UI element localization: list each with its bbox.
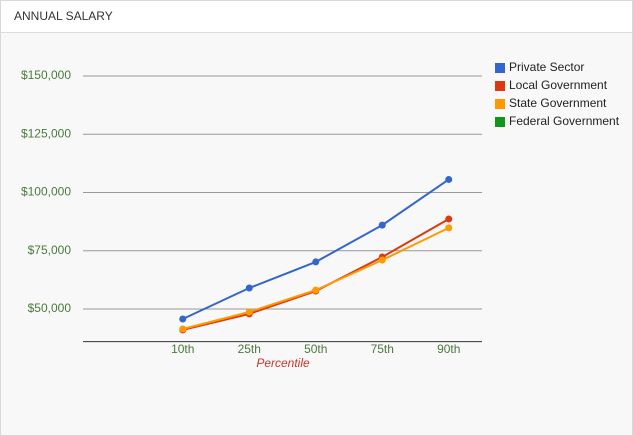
data-point: [312, 286, 320, 294]
data-point: [245, 308, 253, 316]
x-tick-label: 75th: [371, 342, 394, 356]
legend-label: State Government: [509, 96, 607, 110]
y-tick-label: $50,000: [28, 301, 72, 315]
data-point: [245, 284, 253, 292]
series-line: [182, 218, 450, 331]
panel-header: ANNUAL SALARY: [1, 1, 632, 33]
legend-label: Private Sector: [509, 60, 584, 74]
data-point: [312, 258, 320, 266]
legend-swatch: [495, 63, 505, 73]
data-point: [179, 325, 187, 333]
data-point: [378, 221, 386, 229]
legend-swatch: [495, 81, 505, 91]
x-tick-label: 10th: [171, 342, 194, 356]
data-point: [378, 256, 386, 264]
data-point: [179, 315, 187, 323]
legend-swatch: [495, 117, 505, 127]
data-point: [445, 215, 453, 223]
legend-label: Federal Government: [509, 114, 620, 128]
x-tick-label: 50th: [304, 342, 327, 356]
y-tick-label: $100,000: [21, 185, 71, 199]
series-line: [182, 227, 450, 330]
x-tick-label: 25th: [238, 342, 261, 356]
y-tick-label: $75,000: [28, 243, 72, 257]
data-point: [445, 175, 453, 183]
data-point: [445, 224, 453, 232]
x-axis-label: Percentile: [256, 356, 310, 370]
legend-swatch: [495, 99, 505, 109]
series-line: [182, 178, 450, 320]
x-tick-label: 90th: [437, 342, 460, 356]
legend-label: Local Government: [509, 78, 608, 92]
chart-title: ANNUAL SALARY: [14, 9, 113, 23]
y-tick-label: $150,000: [21, 68, 71, 82]
y-tick-label: $125,000: [21, 126, 71, 140]
